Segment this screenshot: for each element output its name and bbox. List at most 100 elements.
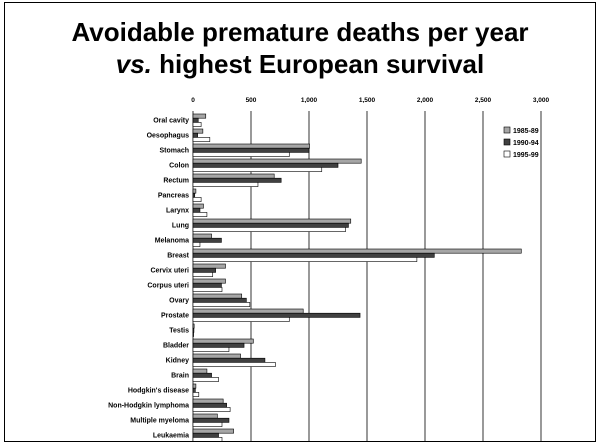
category-label: Brain — [171, 373, 189, 380]
bar — [192, 282, 222, 288]
bar — [192, 197, 202, 202]
bar — [192, 432, 219, 438]
bar — [192, 347, 230, 352]
x-tick-label: 1,000 — [301, 97, 318, 104]
bar — [192, 203, 204, 209]
category-label: Leukaemia — [153, 433, 189, 440]
bar — [192, 152, 290, 157]
bar — [192, 392, 200, 397]
bar — [192, 233, 212, 239]
x-tick-label: 2,500 — [475, 97, 492, 104]
bar — [192, 147, 310, 153]
bar — [192, 132, 198, 138]
category-label: Kidney — [166, 358, 189, 365]
bar — [192, 353, 241, 359]
category-label: Rectum — [163, 178, 189, 185]
legend-label: 1985-89 — [513, 128, 539, 135]
bar — [192, 372, 212, 378]
bar — [192, 287, 223, 292]
bar — [192, 308, 304, 314]
bar — [192, 293, 243, 299]
bar — [192, 323, 195, 329]
bar — [192, 218, 352, 224]
x-tick-label: 0 — [191, 97, 195, 104]
bar — [192, 158, 362, 164]
chart-title-rest: highest European survival — [151, 49, 485, 79]
category-label: Melanoma — [155, 238, 189, 245]
chart-title-line1: Avoidable premature deaths per year — [71, 17, 529, 47]
category-label: Ovary — [169, 298, 189, 305]
bar — [192, 137, 211, 142]
bar — [192, 357, 266, 363]
category-label: Colon — [169, 163, 189, 170]
x-tick-label: 2,000 — [417, 97, 434, 104]
bar — [192, 192, 196, 198]
category-label: Hodgkin's disease — [128, 388, 189, 395]
bar — [192, 302, 251, 307]
category-label: Oral cavity — [153, 118, 189, 125]
bar — [192, 237, 222, 243]
category-label: Multiple myeloma — [130, 418, 189, 425]
bar — [192, 227, 346, 232]
legend-swatch — [503, 126, 511, 134]
slide: Avoidable premature deaths per year vs. … — [4, 2, 596, 442]
bar — [192, 297, 247, 303]
category-label: Larynx — [166, 208, 189, 215]
bar — [192, 362, 276, 367]
bar — [192, 143, 310, 149]
legend-label: 1995-99 — [513, 152, 539, 159]
category-label: Bladder — [163, 343, 189, 350]
bar — [192, 417, 230, 423]
x-tick-label: 1,500 — [359, 97, 376, 104]
legend-swatch — [503, 150, 511, 158]
bar — [192, 207, 201, 213]
bar — [192, 428, 234, 434]
chart-title-line2: vs. highest European survival — [5, 49, 595, 79]
bar — [192, 182, 259, 187]
bar — [192, 272, 214, 277]
bar — [192, 342, 245, 348]
bar — [192, 263, 226, 269]
x-tick-label: 500 — [246, 97, 257, 104]
category-label: Lung — [172, 223, 189, 230]
bar — [192, 117, 199, 123]
bar — [192, 312, 361, 318]
bar — [192, 437, 223, 441]
bar — [192, 338, 254, 344]
category-label: Oesophagus — [147, 133, 190, 140]
bar — [192, 162, 339, 168]
legend-swatch — [503, 138, 511, 146]
bar — [192, 257, 418, 262]
category-label: Non-Hodgkin lymphoma — [108, 403, 189, 410]
bar — [192, 377, 219, 382]
category-label: Breast — [167, 253, 189, 260]
bar — [192, 177, 282, 183]
bar — [192, 122, 202, 127]
legend-label: 1990-94 — [513, 140, 539, 147]
bar — [192, 422, 223, 427]
bar — [192, 387, 196, 393]
category-label: Pancreas — [158, 193, 189, 200]
bar — [192, 413, 218, 419]
category-label: Stomach — [159, 148, 189, 155]
category-label: Testis — [169, 328, 189, 335]
bar — [192, 317, 290, 322]
bar — [192, 383, 197, 389]
bar — [192, 267, 216, 273]
x-tick-label: 3,000 — [533, 97, 550, 104]
bar — [192, 278, 226, 284]
bar — [192, 167, 323, 172]
bar — [192, 402, 227, 408]
bar-chart: 0 500 1,000 1,500 2,000 2,500 3,000 Oral cavity… — [108, 97, 550, 441]
bar — [192, 407, 231, 412]
category-label: Corpus uteri — [147, 283, 189, 290]
bar — [192, 327, 195, 333]
bar — [192, 242, 201, 247]
bar — [192, 252, 435, 258]
bar — [192, 173, 275, 179]
bar — [192, 248, 522, 254]
bar — [192, 212, 208, 217]
category-label: Prostate — [161, 313, 189, 320]
bar — [192, 398, 224, 404]
chart-title-italic: vs. — [115, 49, 152, 79]
